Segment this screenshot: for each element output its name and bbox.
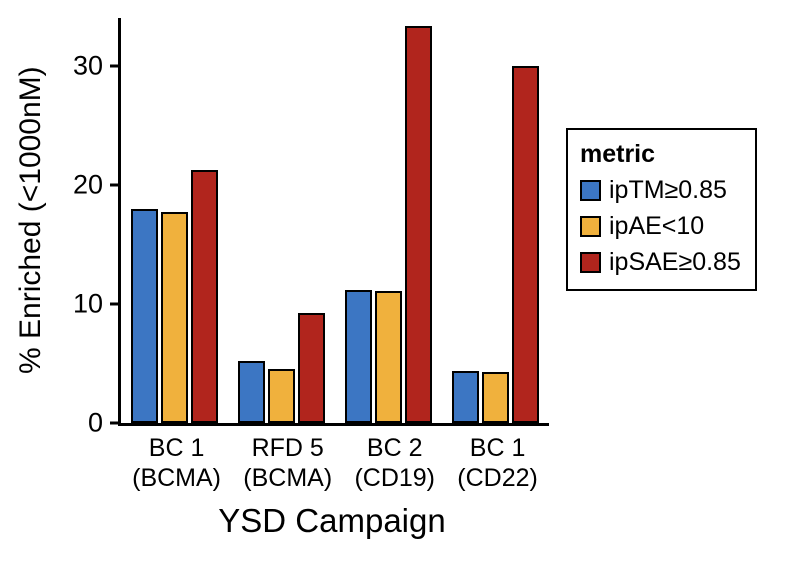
bar-group <box>345 18 432 423</box>
bar-ipSAE≥0.85 <box>191 170 218 423</box>
x-axis-title: YSD Campaign <box>218 502 446 539</box>
bar-ipTM≥0.85 <box>345 289 372 423</box>
legend-swatch <box>580 216 601 237</box>
y-tick-label: 30 <box>72 50 103 81</box>
y-tick: 30 <box>73 52 121 79</box>
y-tick: 0 <box>87 407 121 438</box>
bar-ipSAE≥0.85 <box>512 65 539 423</box>
bar-ipTM≥0.85 <box>452 370 479 423</box>
x-tick-label: BC 2 (CD19) <box>354 434 436 492</box>
y-tick-label: 0 <box>87 407 103 438</box>
legend-entry: ipAE<10 <box>580 212 741 241</box>
legend-title: metric <box>580 140 656 168</box>
y-tick-label: 10 <box>72 288 103 319</box>
bar-ipAE<10 <box>268 369 295 423</box>
bar-ipTM≥0.85 <box>131 208 158 423</box>
bar-ipSAE≥0.85 <box>298 313 325 423</box>
legend-label: ipSAE≥0.85 <box>609 248 741 276</box>
plot-area: 0 10 20 30 BC 1 (BCMA) RFD 5 (BCMA) BC 2 (CD1… <box>73 18 549 492</box>
legend-swatch <box>580 180 601 201</box>
legend-label: ipTM≥0.85 <box>609 176 727 204</box>
y-tick-mark <box>110 64 121 68</box>
y-tick: 10 <box>73 290 121 317</box>
y-tick-mark <box>110 183 121 187</box>
legend-label: ipAE<10 <box>609 212 705 240</box>
y-tick-mark <box>110 421 121 425</box>
bar-ipAE<10 <box>161 212 188 423</box>
x-tick-label: BC 1 (CD22) <box>457 434 538 492</box>
bar-ipTM≥0.85 <box>238 361 265 423</box>
bar-ipAE<10 <box>482 371 509 423</box>
legend-entry: ipSAE≥0.85 <box>580 248 741 277</box>
y-tick-label: 20 <box>72 169 103 200</box>
x-axis-labels: BC 1 (BCMA) RFD 5 (BCMA) BC 2 (CD19) BC 1 (… <box>121 433 549 493</box>
bar-group <box>452 18 539 423</box>
y-tick: 20 <box>73 171 121 198</box>
legend-entries: ipTM≥0.85 ipAE<10 ipSAE≥0.85 <box>580 176 741 277</box>
y-tick-mark <box>110 302 121 306</box>
legend-entry: ipTM≥0.85 <box>580 176 741 205</box>
bar-ipSAE≥0.85 <box>405 26 432 423</box>
bar-group <box>238 18 325 423</box>
legend-swatch <box>580 252 601 273</box>
bar-group <box>131 18 218 423</box>
x-tick-label: BC 1 (BCMA) <box>132 434 222 492</box>
bar-ipAE<10 <box>375 290 402 423</box>
bar-groups <box>121 18 549 423</box>
x-tick-label: RFD 5 (BCMA) <box>243 434 333 492</box>
y-axis-title: % Enriched (<1000nM) <box>14 66 47 374</box>
legend: metric ipTM≥0.85 ipAE<10 ipSAE≥0.85 <box>566 128 757 291</box>
